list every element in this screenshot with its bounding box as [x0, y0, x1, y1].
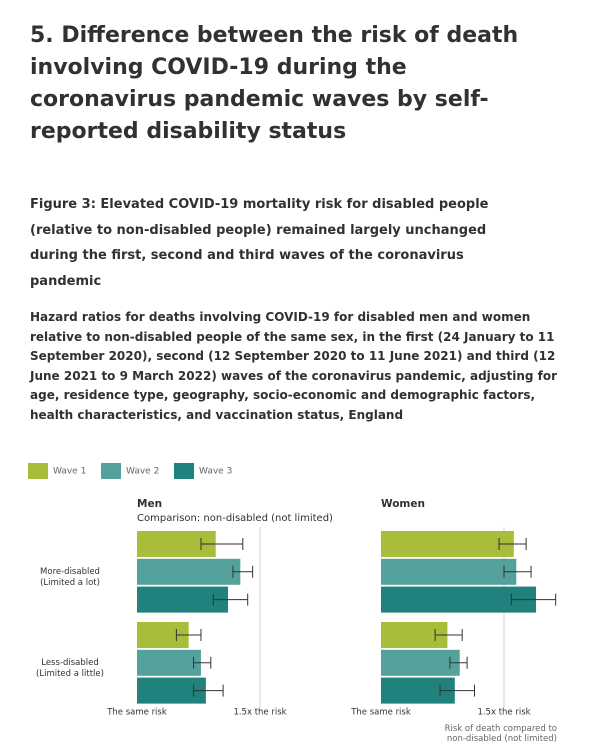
error-bar: [434, 629, 463, 641]
error-bar: [439, 684, 475, 697]
y-tick-label: Less-disabled (Limited a little): [36, 658, 104, 679]
x-tick-label: 1.5x the risk: [233, 708, 286, 718]
error-bar: [449, 656, 468, 669]
error-bar: [193, 684, 224, 697]
bar: [381, 531, 514, 557]
section-heading: 5. Difference between the risk of death …: [30, 23, 519, 144]
bar: [137, 649, 201, 676]
figure-subtitle: Hazard ratios for deaths involving COVID…: [30, 310, 558, 422]
error-bar: [498, 538, 527, 550]
legend-label: Wave 2: [126, 467, 159, 477]
legend-label: Wave 1: [53, 467, 86, 477]
error-bar: [175, 629, 202, 641]
bar: [381, 586, 536, 613]
x-tick-label: 1.5x the risk: [477, 708, 530, 718]
panel-title: Men: [137, 498, 162, 510]
x-tick-label: The same risk: [106, 708, 167, 718]
error-bar: [232, 565, 254, 578]
error-bar: [212, 593, 249, 606]
error-bar: [200, 538, 244, 550]
error-bar: [193, 656, 212, 669]
bar: [137, 558, 241, 585]
legend-label: Wave 3: [199, 467, 232, 477]
legend-swatch: [101, 463, 121, 479]
figure-title: Figure 3: Elevated COVID-19 mortality ri…: [30, 197, 489, 289]
panel-title: Women: [381, 498, 425, 510]
legend-swatch: [28, 463, 48, 479]
error-bar: [503, 565, 532, 578]
error-bar: [510, 593, 557, 606]
x-axis-label: Risk of death compared to non-disabled (…: [444, 724, 557, 744]
bar: [381, 649, 460, 676]
legend-swatch: [174, 463, 194, 479]
y-tick-label: More-disabled (Limited a lot): [40, 567, 100, 588]
x-tick-label: The same risk: [350, 708, 411, 718]
panel-subtitle: Comparison: non-disabled (not limited): [137, 513, 333, 524]
bar: [381, 558, 517, 585]
